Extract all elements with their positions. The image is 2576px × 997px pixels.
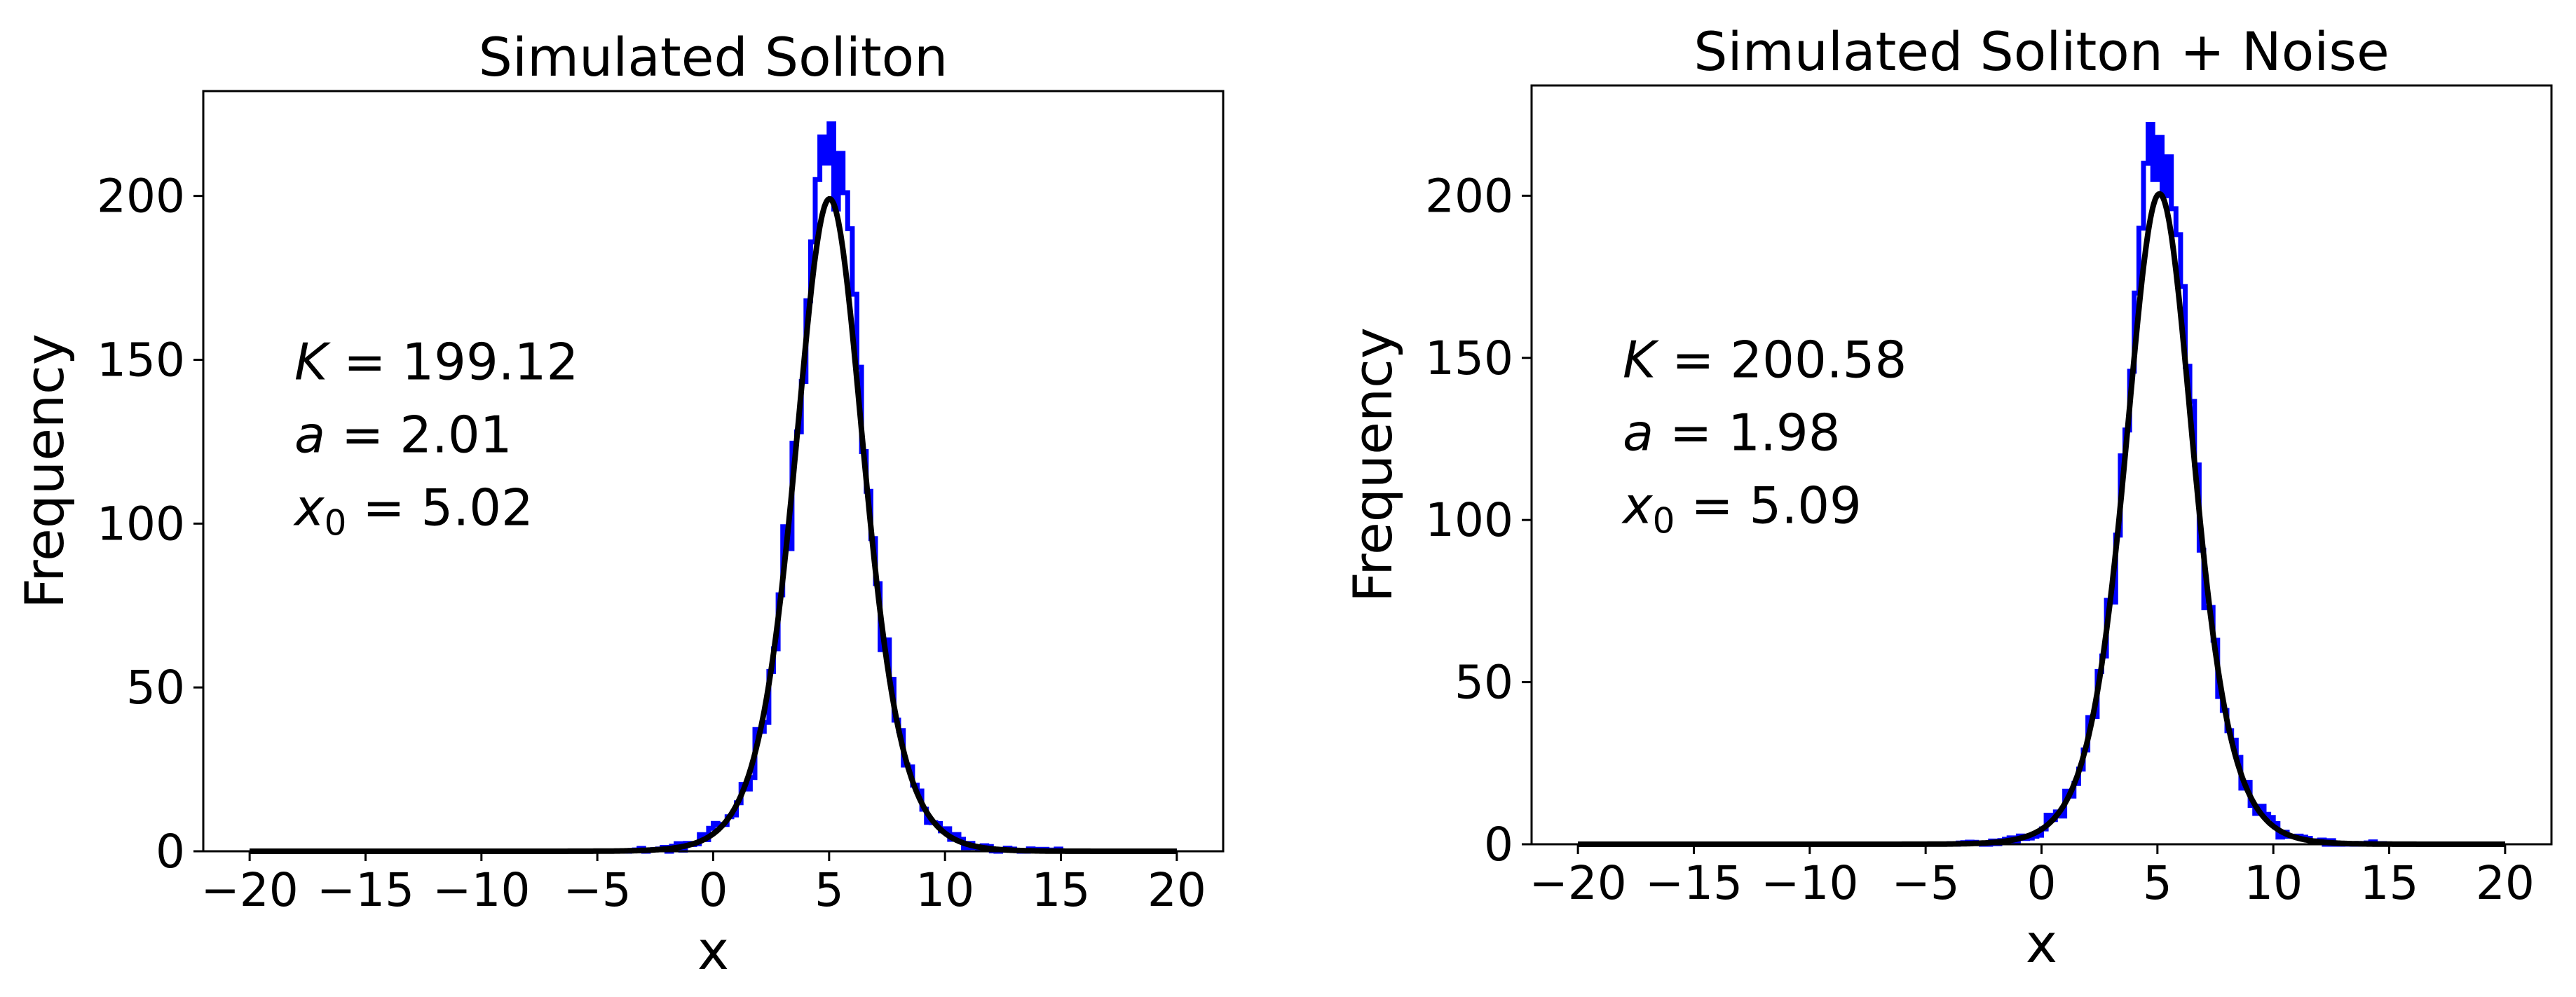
annotation-subscript: 0 bbox=[325, 503, 347, 544]
y-tick-label: 150 bbox=[97, 333, 185, 387]
x-tick-label: −10 bbox=[432, 863, 530, 917]
chart-panel-1: Simulated Soliton−20 −15 −10 −5 0 5 10 15 200501… bbox=[13, 26, 1225, 982]
y-tick-label: 200 bbox=[1425, 169, 1513, 223]
y-tick-label: 0 bbox=[156, 825, 185, 879]
fit-parameter-annotation: a = 1.98 bbox=[1623, 404, 1841, 462]
x-tick-label: 5 bbox=[2143, 856, 2172, 910]
x-tick-label: −20 bbox=[1529, 856, 1626, 910]
x-tick-label: 15 bbox=[2360, 856, 2419, 910]
annotation-variable: x bbox=[1621, 476, 1654, 535]
chart-panel-2: Simulated Soliton + Noise −20 −15 −10 −5 0 5 10… bbox=[1342, 20, 2553, 975]
fit-parameter-annotation: a = 2.01 bbox=[294, 406, 512, 465]
x-tick-label: 0 bbox=[699, 863, 728, 917]
annotation-value: = 1.98 bbox=[1654, 404, 1840, 462]
x-tick-label: −5 bbox=[564, 863, 632, 917]
annotation-value: = 5.02 bbox=[346, 479, 533, 537]
y-tick-label: 0 bbox=[1484, 818, 1513, 872]
plot-frame bbox=[202, 90, 1225, 853]
annotation-variable: x bbox=[293, 479, 325, 537]
annotation-value: = 5.09 bbox=[1675, 476, 1861, 535]
x-tick-label: 20 bbox=[1147, 863, 1206, 917]
x-tick-label: 10 bbox=[915, 863, 974, 917]
x-tick-label: 5 bbox=[815, 863, 844, 917]
annotation-variable: K bbox=[294, 333, 331, 392]
fit-parameter-annotation: x0 = 5.09 bbox=[1621, 476, 1862, 542]
x-tick-label: −20 bbox=[200, 863, 298, 917]
chart-title: Simulated Soliton bbox=[479, 26, 948, 88]
annotation-variable: a bbox=[294, 406, 325, 465]
y-axis-label: Frequency bbox=[1342, 327, 1404, 603]
fit-parameter-annotation: K = 200.58 bbox=[1623, 331, 1907, 390]
x-tick-label: −10 bbox=[1761, 856, 1858, 910]
y-tick-label: 100 bbox=[1425, 493, 1513, 547]
x-tick-label: −15 bbox=[317, 863, 414, 917]
annotation-variable: a bbox=[1623, 404, 1654, 462]
y-tick-label: 100 bbox=[97, 497, 185, 551]
x-tick-label: −5 bbox=[1892, 856, 1960, 910]
y-tick-label: 50 bbox=[126, 661, 185, 715]
x-tick-label: 15 bbox=[1032, 863, 1091, 917]
annotation-subscript: 0 bbox=[1653, 501, 1675, 542]
fit-parameter-annotation: x0 = 5.02 bbox=[293, 479, 533, 544]
y-tick-label: 50 bbox=[1454, 656, 1513, 710]
x-tick-label: 10 bbox=[2244, 856, 2303, 910]
chart-title: Simulated Soliton + Noise bbox=[1694, 20, 2389, 83]
x-axis-label: x bbox=[2026, 912, 2057, 975]
annotation-variable: K bbox=[1623, 331, 1659, 390]
fit-parameter-annotation: K = 199.12 bbox=[294, 333, 578, 392]
annotation-value: = 2.01 bbox=[325, 406, 512, 465]
annotation-value: = 200.58 bbox=[1656, 331, 1907, 390]
y-tick-label: 150 bbox=[1425, 331, 1513, 385]
annotation-value: = 199.12 bbox=[327, 333, 578, 392]
y-tick-label: 200 bbox=[97, 170, 185, 224]
plot-frame bbox=[1530, 84, 2553, 846]
x-tick-label: 0 bbox=[2027, 856, 2057, 910]
x-tick-label: 20 bbox=[2476, 856, 2535, 910]
x-tick-label: −15 bbox=[1645, 856, 1743, 910]
y-axis-label: Frequency bbox=[13, 334, 76, 609]
x-axis-label: x bbox=[697, 919, 729, 982]
